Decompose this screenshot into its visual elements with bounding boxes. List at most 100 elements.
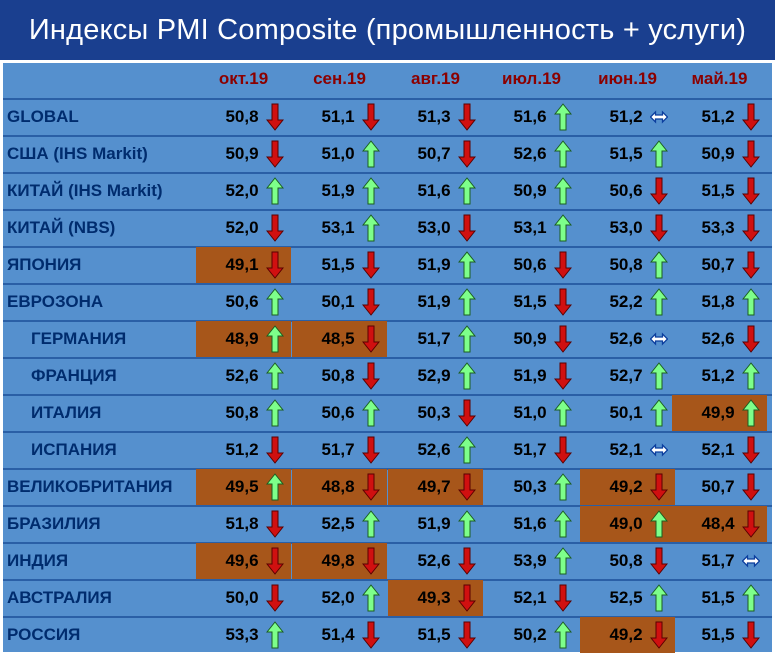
pmi-value: 51,2 bbox=[225, 440, 259, 459]
pmi-value: 51,4 bbox=[321, 625, 355, 644]
value-cell: 51,5 bbox=[672, 617, 767, 653]
row-divider bbox=[3, 246, 772, 248]
down-arrow-icon bbox=[458, 547, 476, 575]
pmi-value: 50,6 bbox=[513, 255, 547, 274]
down-arrow-icon bbox=[266, 584, 284, 612]
value-cell: 53,1 bbox=[484, 210, 579, 246]
row-divider bbox=[3, 357, 772, 359]
value-cell: 52,7 bbox=[580, 358, 675, 394]
value-cell: 51,2 bbox=[672, 99, 767, 135]
up-arrow-icon bbox=[266, 362, 284, 390]
pmi-value: 51,5 bbox=[701, 181, 735, 200]
value-cell: 53,1 bbox=[292, 210, 387, 246]
up-arrow-icon bbox=[458, 251, 476, 279]
up-arrow-icon bbox=[458, 436, 476, 464]
value-cell: 52,1 bbox=[484, 580, 579, 616]
value-cell: 51,3 bbox=[388, 99, 483, 135]
table-row: ФРАНЦИЯ 52,6 50,8 52,9 51,9 52,7 51,2 bbox=[3, 358, 772, 394]
country-label: АВСТРАЛИЯ bbox=[7, 588, 112, 607]
value-cell: 51,9 bbox=[484, 358, 579, 394]
up-arrow-icon bbox=[362, 214, 380, 242]
value-cell: 51,2 bbox=[580, 99, 675, 135]
down-arrow-icon bbox=[458, 584, 476, 612]
pmi-value: 52,0 bbox=[321, 588, 355, 607]
pmi-value: 49,8 bbox=[321, 551, 355, 570]
up-arrow-icon bbox=[458, 362, 476, 390]
down-arrow-icon bbox=[650, 177, 668, 205]
value-cell: 52,0 bbox=[196, 210, 291, 246]
down-arrow-icon bbox=[554, 362, 572, 390]
pmi-value: 52,6 bbox=[417, 551, 451, 570]
value-cell: 50,8 bbox=[196, 395, 291, 431]
up-arrow-icon bbox=[650, 399, 668, 427]
pmi-value: 49,2 bbox=[609, 625, 643, 644]
value-cell: 51,5 bbox=[672, 580, 767, 616]
pmi-value: 49,6 bbox=[225, 551, 259, 570]
pmi-value: 52,5 bbox=[609, 588, 643, 607]
pmi-value: 51,7 bbox=[321, 440, 355, 459]
pmi-value: 52,1 bbox=[513, 588, 547, 607]
row-divider bbox=[3, 283, 772, 285]
down-arrow-icon bbox=[362, 473, 380, 501]
value-cell: 50,6 bbox=[580, 173, 675, 209]
down-arrow-icon bbox=[742, 103, 760, 131]
pmi-value: 50,7 bbox=[701, 477, 735, 496]
pmi-value: 48,5 bbox=[321, 329, 355, 348]
down-arrow-icon bbox=[554, 325, 572, 353]
pmi-value: 51,7 bbox=[701, 551, 735, 570]
pmi-value: 50,6 bbox=[225, 292, 259, 311]
table-row: ИТАЛИЯ 50,8 50,6 50,3 51,0 50,1 49,9 bbox=[3, 395, 772, 431]
row-divider bbox=[3, 468, 772, 470]
value-cell: 50,6 bbox=[484, 247, 579, 283]
table-row: АВСТРАЛИЯ 50,0 52,0 49,3 52,1 52,5 51,5 bbox=[3, 580, 772, 616]
pmi-value: 52,9 bbox=[417, 366, 451, 385]
down-arrow-icon bbox=[742, 621, 760, 649]
down-arrow-icon bbox=[266, 547, 284, 575]
down-arrow-icon bbox=[554, 288, 572, 316]
up-arrow-icon bbox=[650, 584, 668, 612]
value-cell: 51,9 bbox=[388, 247, 483, 283]
pmi-value: 52,6 bbox=[701, 329, 735, 348]
pmi-value: 51,9 bbox=[417, 514, 451, 533]
pmi-value: 50,9 bbox=[225, 144, 259, 163]
pmi-value: 51,8 bbox=[225, 514, 259, 533]
up-arrow-icon bbox=[458, 510, 476, 538]
pmi-value: 51,7 bbox=[417, 329, 451, 348]
value-cell: 52,0 bbox=[292, 580, 387, 616]
value-cell: 52,6 bbox=[196, 358, 291, 394]
value-cell: 52,6 bbox=[672, 321, 767, 357]
down-arrow-icon bbox=[742, 325, 760, 353]
down-arrow-icon bbox=[362, 362, 380, 390]
pmi-value: 52,7 bbox=[609, 366, 643, 385]
up-arrow-icon bbox=[554, 510, 572, 538]
value-cell: 52,6 bbox=[388, 543, 483, 579]
pmi-value: 49,0 bbox=[609, 514, 643, 533]
up-arrow-icon bbox=[650, 510, 668, 538]
value-cell: 51,9 bbox=[388, 284, 483, 320]
up-arrow-icon bbox=[266, 473, 284, 501]
value-cell: 51,7 bbox=[672, 543, 767, 579]
table-row: ИСПАНИЯ 51,2 51,7 52,6 51,7 52,1 52,1 bbox=[3, 432, 772, 468]
value-cell: 50,3 bbox=[484, 469, 579, 505]
up-arrow-icon bbox=[266, 288, 284, 316]
value-cell: 49,3 bbox=[388, 580, 483, 616]
value-cell: 49,0 bbox=[580, 506, 675, 542]
value-cell: 48,4 bbox=[672, 506, 767, 542]
up-arrow-icon bbox=[554, 177, 572, 205]
pmi-value: 49,9 bbox=[701, 403, 735, 422]
pmi-value: 48,9 bbox=[225, 329, 259, 348]
down-arrow-icon bbox=[458, 399, 476, 427]
down-arrow-icon bbox=[458, 473, 476, 501]
down-arrow-icon bbox=[650, 214, 668, 242]
up-arrow-icon bbox=[362, 510, 380, 538]
down-arrow-icon bbox=[266, 103, 284, 131]
up-arrow-icon bbox=[266, 177, 284, 205]
pmi-value: 51,5 bbox=[321, 255, 355, 274]
pmi-value: 52,0 bbox=[225, 218, 259, 237]
value-cell: 52,5 bbox=[580, 580, 675, 616]
down-arrow-icon bbox=[650, 547, 668, 575]
pmi-value: 50,7 bbox=[417, 144, 451, 163]
value-cell: 50,6 bbox=[196, 284, 291, 320]
country-label: ЯПОНИЯ bbox=[7, 255, 82, 274]
value-cell: 51,5 bbox=[672, 173, 767, 209]
